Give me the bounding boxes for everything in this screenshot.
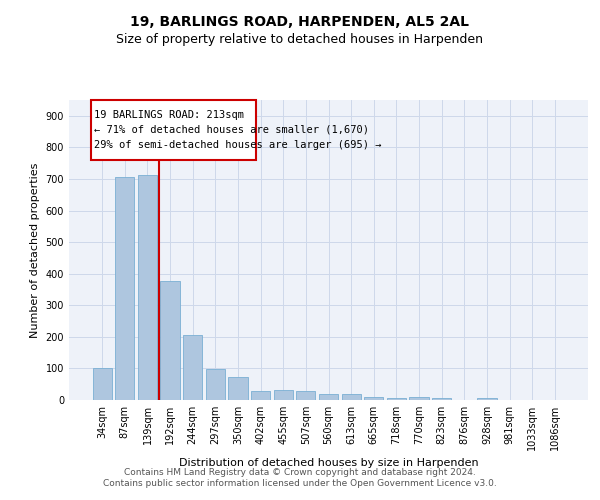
FancyBboxPatch shape — [91, 100, 256, 160]
Bar — [319, 394, 338, 400]
Bar — [387, 398, 406, 400]
Text: Contains HM Land Registry data © Crown copyright and database right 2024.
Contai: Contains HM Land Registry data © Crown c… — [103, 468, 497, 487]
Bar — [206, 370, 225, 400]
Bar — [92, 368, 112, 400]
Bar — [274, 390, 293, 400]
Bar — [138, 175, 157, 400]
Bar — [432, 398, 451, 400]
Bar — [477, 398, 497, 400]
Bar — [296, 391, 316, 400]
Bar — [229, 378, 248, 400]
Bar — [115, 177, 134, 400]
Bar — [364, 397, 383, 400]
Bar — [160, 280, 180, 400]
Bar — [183, 336, 202, 400]
Bar — [251, 390, 270, 400]
Y-axis label: Number of detached properties: Number of detached properties — [30, 162, 40, 338]
Text: Size of property relative to detached houses in Harpenden: Size of property relative to detached ho… — [116, 32, 484, 46]
Text: 19, BARLINGS ROAD, HARPENDEN, AL5 2AL: 19, BARLINGS ROAD, HARPENDEN, AL5 2AL — [131, 15, 470, 29]
X-axis label: Distribution of detached houses by size in Harpenden: Distribution of detached houses by size … — [179, 458, 478, 468]
Bar — [341, 394, 361, 400]
Bar — [409, 397, 428, 400]
Text: 19 BARLINGS ROAD: 213sqm
← 71% of detached houses are smaller (1,670)
29% of sem: 19 BARLINGS ROAD: 213sqm ← 71% of detach… — [94, 110, 382, 150]
